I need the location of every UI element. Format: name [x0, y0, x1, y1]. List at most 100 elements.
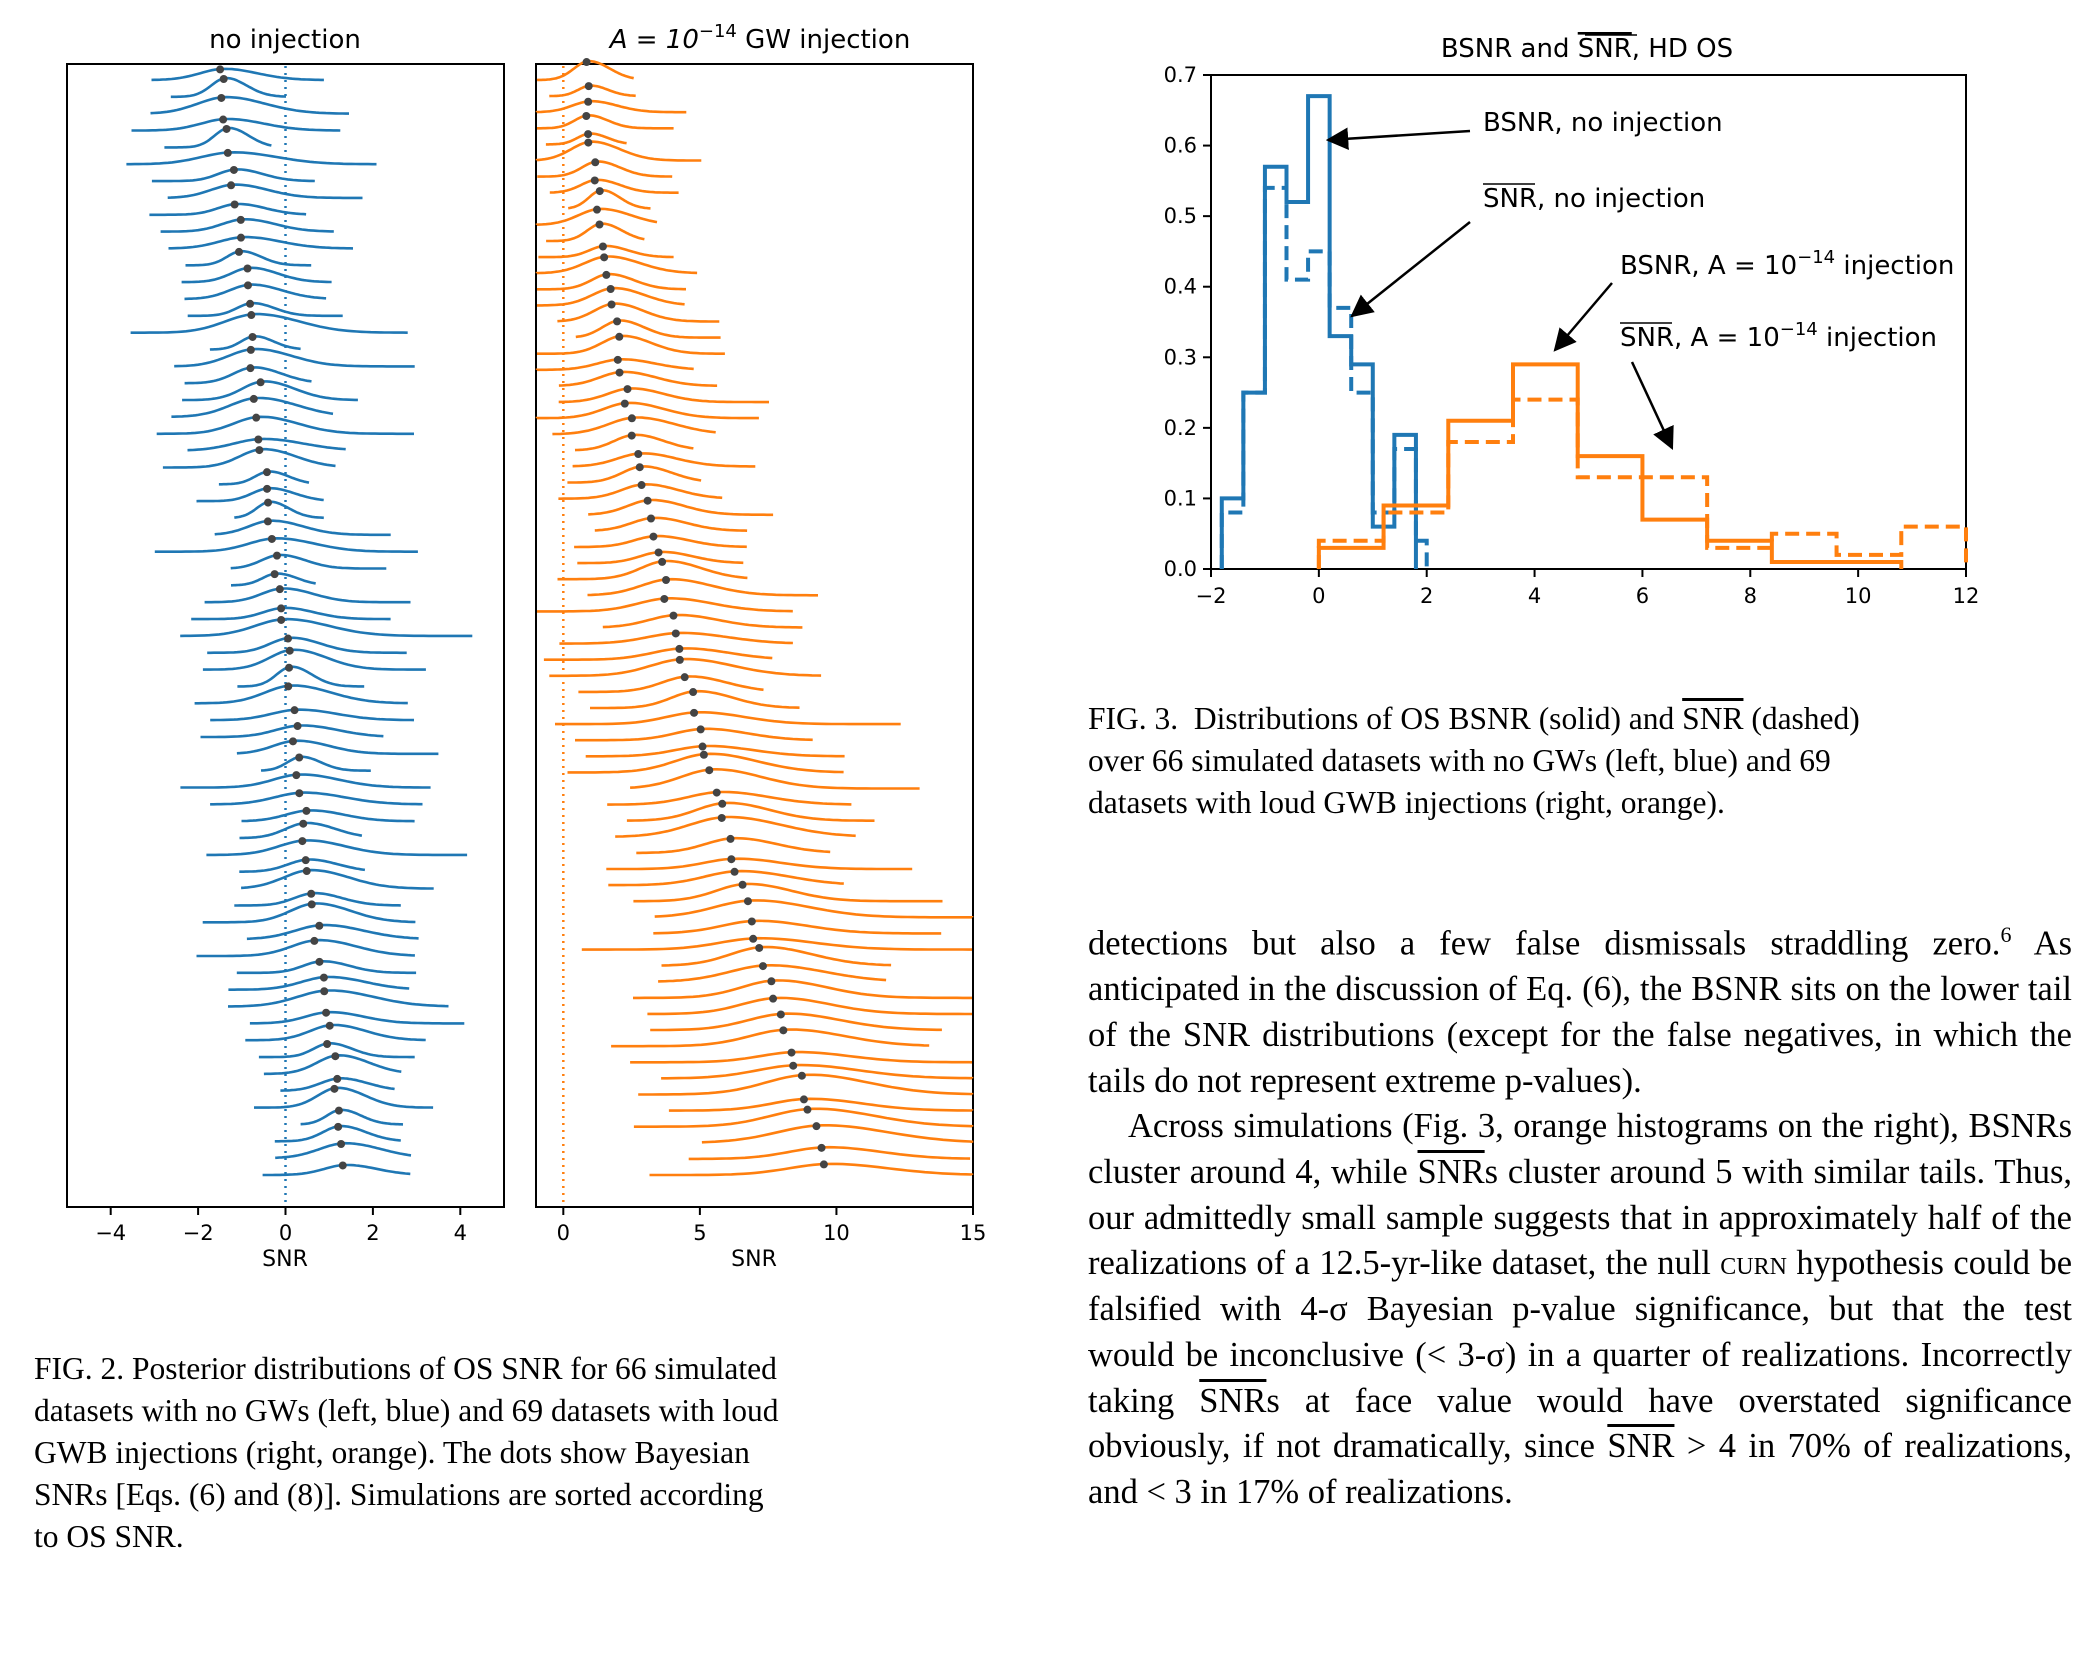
- right-bayesian-snr-dot: [635, 463, 644, 472]
- right-bayesian-snr-dot: [812, 1122, 821, 1131]
- right-x-tick-label: 5: [693, 1221, 706, 1245]
- right-bayesian-snr-dot: [654, 548, 663, 557]
- right-posterior-curve: [549, 657, 822, 678]
- right-bayesian-snr-dot: [660, 594, 669, 603]
- fig3-caption-line: FIG. 3. Distributions of OS BSNR (solid)…: [1088, 701, 1860, 736]
- left-posterior-curve: [210, 708, 415, 722]
- left-posterior-curve: [156, 415, 414, 436]
- right-bayesian-snr-dot: [592, 205, 601, 214]
- right-bayesian-snr-dot: [627, 431, 636, 440]
- left-bayesian-snr-dot: [227, 181, 236, 190]
- right-bayesian-snr-dot: [662, 576, 671, 585]
- right-bayesian-snr-dot: [615, 368, 624, 377]
- left-bayesian-snr-dot: [323, 1039, 332, 1048]
- right-bayesian-snr-dot: [595, 220, 604, 229]
- annotation-bsnr-no-injection: BSNR, no injection: [1483, 108, 1723, 138]
- fig3-caption-line: over 66 simulated datasets with no GWs (…: [1088, 743, 1831, 778]
- right-bayesian-snr-dot: [767, 977, 776, 986]
- left-posterior-curve: [164, 126, 272, 149]
- right-posterior-curve: [661, 1063, 974, 1080]
- left-bayesian-snr-dot: [254, 435, 263, 444]
- right-posterior-curve: [568, 188, 651, 210]
- right-bayesian-snr-dot: [738, 880, 747, 889]
- left-bayesian-snr-dot: [243, 264, 252, 273]
- left-x-tick-label: 0: [279, 1221, 292, 1245]
- right-bayesian-snr-dot: [627, 414, 636, 423]
- right-bayesian-snr-dot: [606, 284, 615, 293]
- right-panel-frame: [535, 63, 974, 1208]
- right-posterior-curve: [626, 801, 875, 822]
- right-posterior-curve: [647, 996, 972, 1016]
- left-bayesian-snr-dot: [247, 311, 256, 320]
- left-bayesian-snr-dot: [219, 74, 228, 83]
- right-bayesian-snr-dot: [712, 788, 721, 797]
- histogram-dashed-series: [1316, 397, 1968, 569]
- fig3-y-tick-label: 0.2: [1164, 416, 1197, 440]
- histogram-solid-series: [1316, 362, 1904, 569]
- left-posterior-curve: [162, 447, 336, 469]
- fig3-frame: [1210, 74, 1967, 570]
- left-bayesian-snr-dot: [295, 753, 304, 762]
- right-posterior-curve: [650, 1012, 942, 1032]
- fig3-x-tick-label: 0: [1312, 584, 1325, 608]
- left-posterior-curve: [241, 809, 415, 823]
- right-bayesian-snr-dot: [615, 332, 624, 341]
- right-bayesian-snr-dot: [637, 481, 646, 490]
- left-posterior-curve: [210, 791, 423, 806]
- fig3-x-tick-label: 2: [1420, 584, 1433, 608]
- left-x-tick-label: 4: [454, 1221, 467, 1245]
- right-posterior-curve: [537, 160, 673, 178]
- left-bayesian-snr-dot: [248, 332, 257, 341]
- left-posterior-curve: [200, 724, 384, 739]
- fig3-x-tick-label: 12: [1953, 584, 1980, 608]
- fig3-y-tick-label: 0.0: [1164, 557, 1197, 581]
- right-bayesian-snr-dot: [789, 1061, 798, 1070]
- right-posterior-curve: [615, 815, 856, 838]
- right-bayesian-snr-dot: [743, 897, 752, 906]
- right-posterior-curve: [661, 945, 892, 967]
- left-posterior-curve: [184, 283, 327, 301]
- left-posterior-curve: [262, 1163, 411, 1177]
- fig3-x-tick-label: 4: [1528, 584, 1541, 608]
- left-posterior-curve: [300, 1108, 404, 1126]
- right-posterior-curve: [558, 370, 718, 387]
- right-bayesian-snr-dot: [671, 629, 680, 638]
- right-bayesian-snr-dot: [799, 1095, 808, 1104]
- right-bayesian-snr-dot: [584, 130, 593, 139]
- right-posterior-curve: [587, 577, 818, 597]
- figure-3: BSNR and SNR, HD OS −2 0 2 4 6 8 10 12 0.0 0.1 0.2…: [1164, 34, 1980, 608]
- left-bayesian-snr-dot: [333, 1074, 342, 1083]
- right-bayesian-snr-dot: [690, 708, 699, 717]
- left-bayesian-snr-dot: [270, 570, 279, 579]
- left-posterior-curve: [241, 868, 434, 890]
- right-bayesian-snr-dot: [705, 766, 714, 775]
- right-posterior-curve: [668, 1097, 974, 1112]
- left-bayesian-snr-dot: [263, 484, 272, 493]
- left-posterior-curve: [246, 923, 419, 941]
- left-posterior-curve: [237, 665, 365, 688]
- fig3-x-tick-label: −2: [1196, 584, 1227, 608]
- left-posterior-curve: [234, 891, 401, 907]
- fig2-caption-line: SNRs [Eqs. (6) and (8)]. Simulations are…: [34, 1477, 764, 1512]
- right-bayesian-snr-dot: [726, 834, 735, 843]
- left-bayesian-snr-dot: [331, 1052, 340, 1061]
- left-bayesian-snr-dot: [263, 517, 272, 526]
- right-bayesian-snr-dot: [787, 1048, 796, 1057]
- right-posterior-curve: [535, 99, 687, 114]
- right-bayesian-snr-dot: [613, 317, 622, 326]
- right-posterior-curve: [654, 899, 974, 919]
- left-bayesian-snr-dot: [322, 1008, 331, 1017]
- left-posterior-curve: [174, 347, 415, 368]
- fig3-x-tick-label: 10: [1845, 584, 1872, 608]
- right-posterior-curve: [611, 1028, 930, 1048]
- annotation-bsnr-injection: BSNR, A = 10−14 injection: [1620, 247, 1954, 281]
- right-bayesian-snr-dot: [675, 644, 684, 653]
- left-bayesian-snr-dot: [298, 837, 307, 846]
- fig3-y-tick-label: 0.5: [1164, 204, 1197, 228]
- left-posterior-curve: [126, 150, 377, 166]
- right-panel-title: A = 10−14 GW injection: [608, 21, 911, 55]
- left-bayesian-snr-dot: [246, 299, 255, 308]
- left-posterior-curve: [167, 183, 363, 200]
- left-posterior-curve: [181, 266, 332, 284]
- left-posterior-curve: [202, 648, 426, 671]
